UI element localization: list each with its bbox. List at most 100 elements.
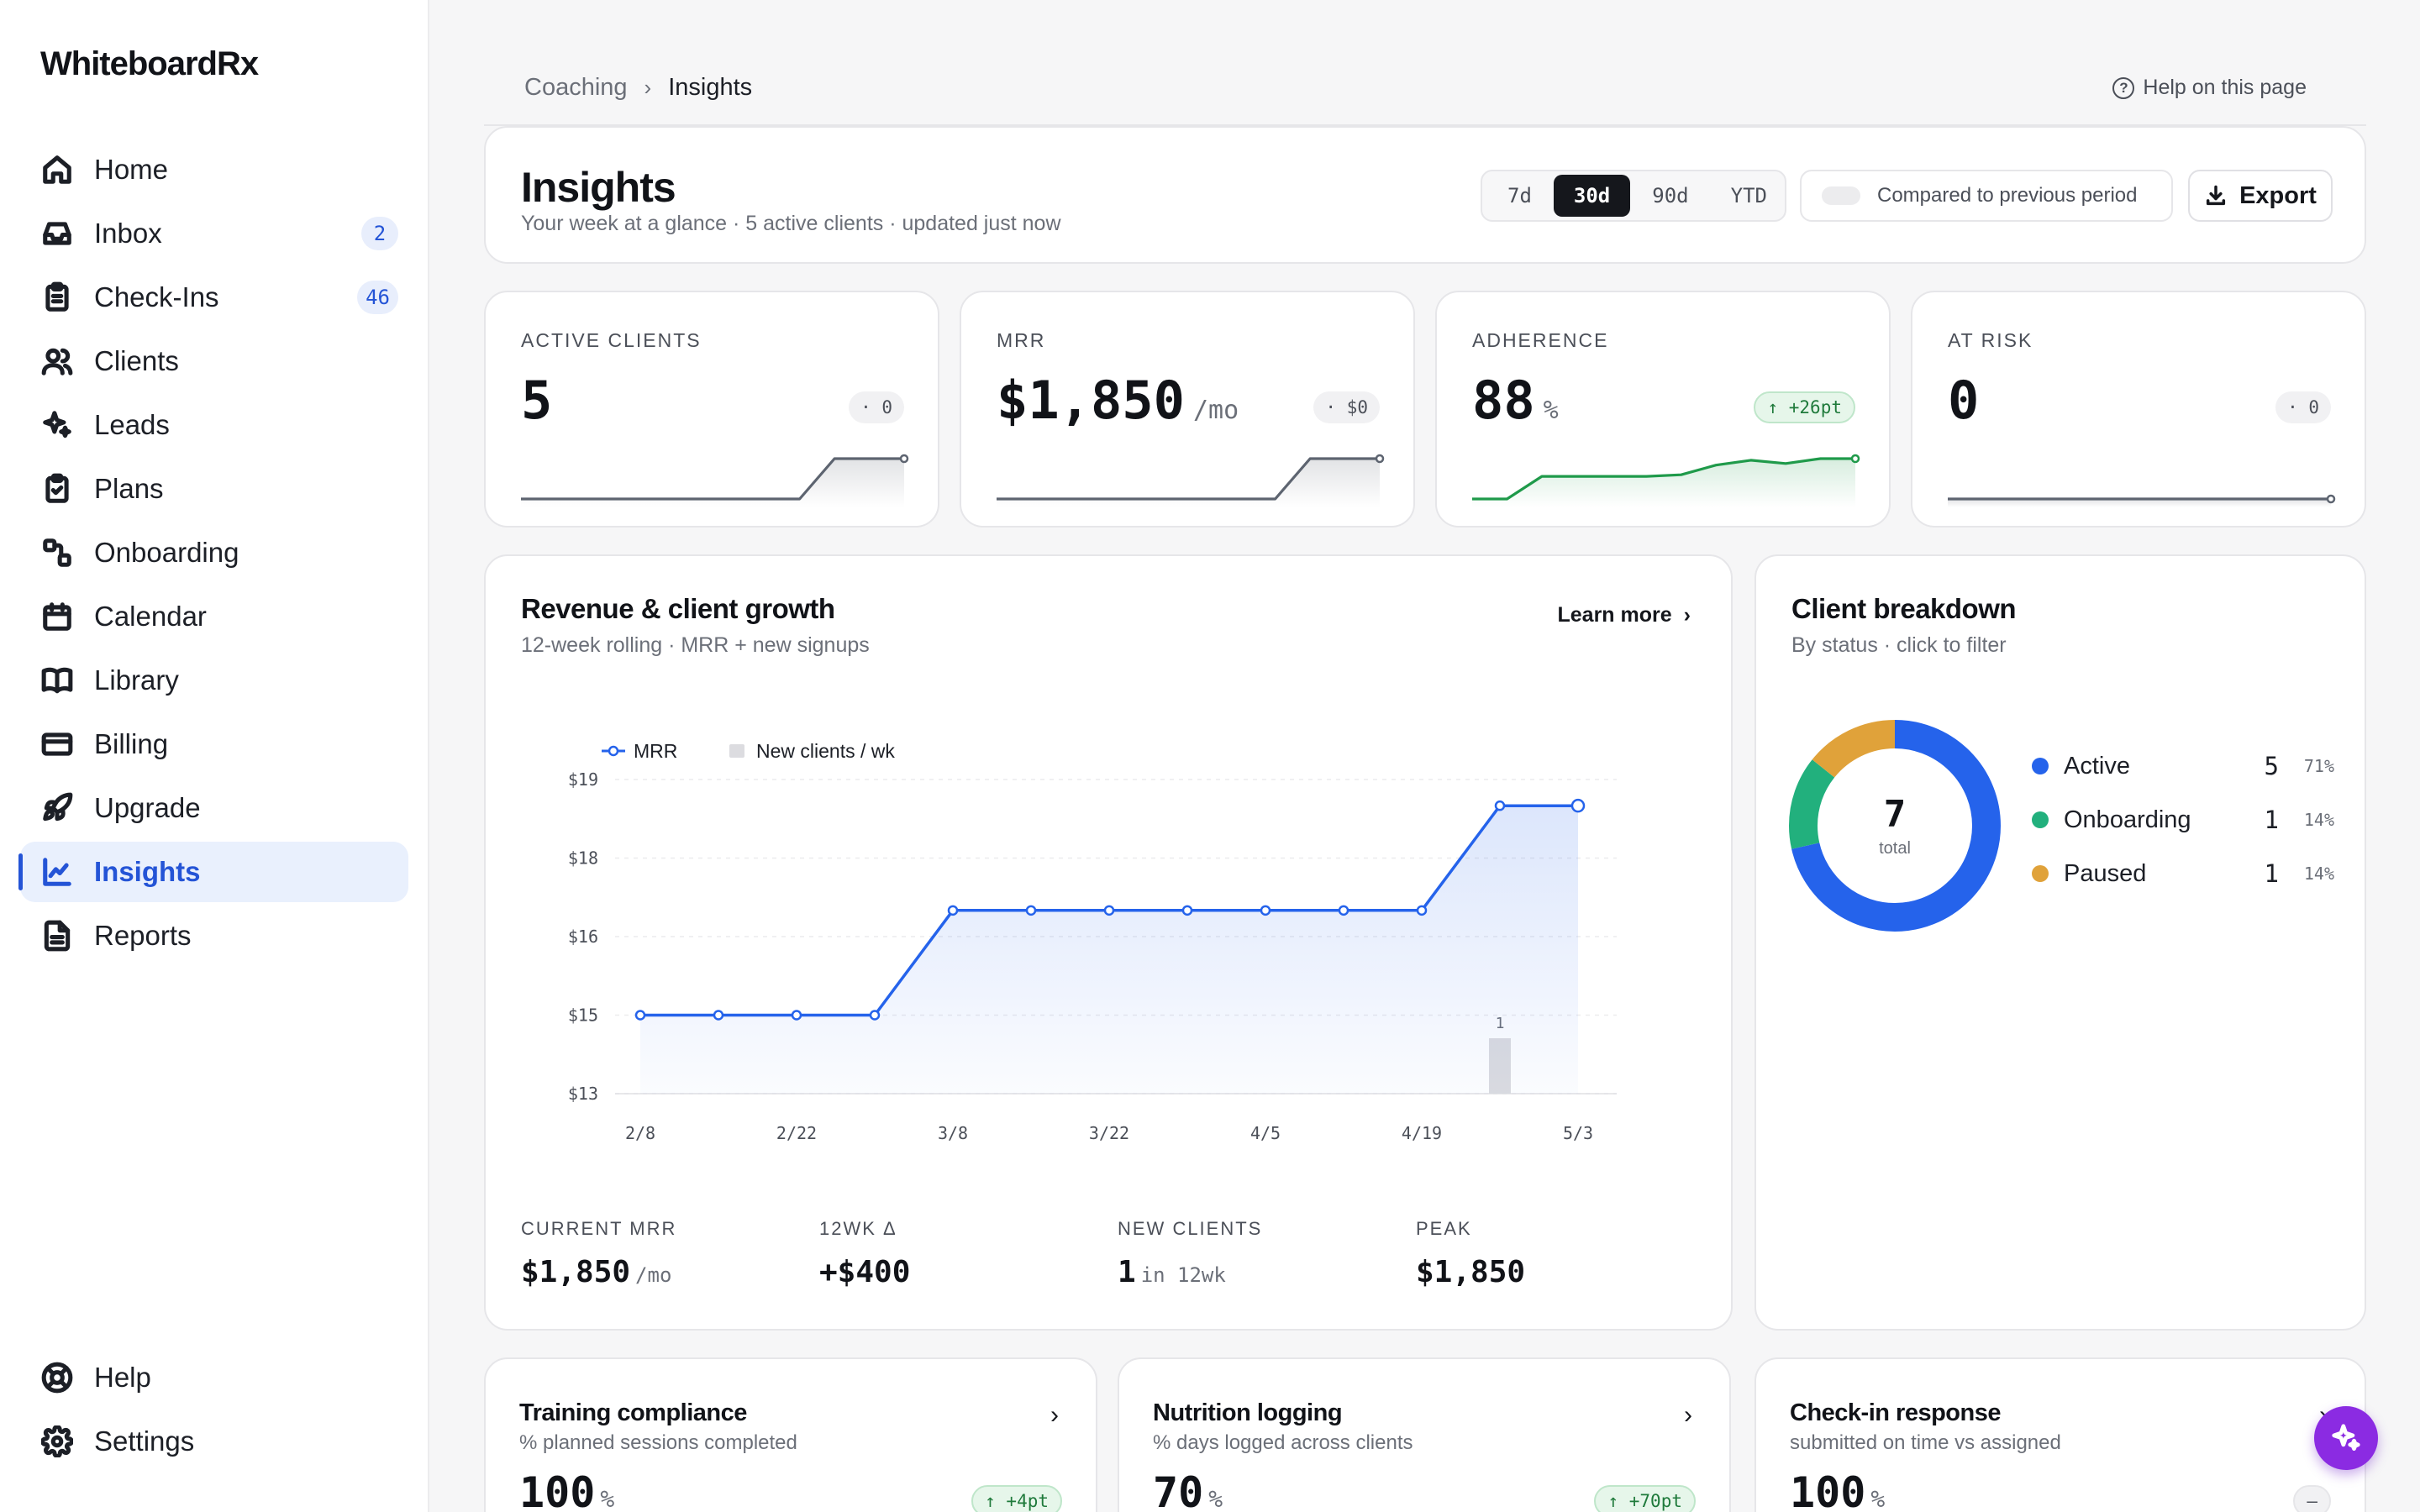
sidebar-item-check-ins[interactable]: Check-Ins 46 <box>20 267 408 328</box>
mrr-data-point[interactable] <box>713 1010 724 1021</box>
kpi-label: ADHERENCE <box>1472 329 1609 351</box>
export-label: Export <box>2239 181 2317 209</box>
sidebar-item-library[interactable]: Library <box>20 650 408 711</box>
mrr-data-point[interactable] <box>1025 905 1037 916</box>
y-tick-label: $18 <box>568 848 598 869</box>
app-logo[interactable]: WhiteboardRx <box>40 45 259 82</box>
compare-previous-toggle[interactable]: Compared to previous period <box>1800 170 2173 222</box>
sidebar-item-plans[interactable]: Plans <box>20 459 408 519</box>
chevron-right-icon: › <box>1683 603 1691 627</box>
sidebar-item-upgrade[interactable]: Upgrade <box>20 778 408 838</box>
mrr-data-point[interactable] <box>1570 798 1586 813</box>
metric-card-check-in-response[interactable]: Check-in response submitted on time vs as… <box>1754 1357 2366 1512</box>
x-tick-label: 4/5 <box>1250 1123 1281 1143</box>
stat-current-mrr: CURRENT MRR $1,850/mo <box>521 1218 819 1289</box>
chart-legend: MRR New clients / wk <box>602 740 895 762</box>
legend-item-onboarding[interactable]: Onboarding 1 14% <box>2032 793 2334 847</box>
mrr-data-point[interactable] <box>1103 905 1115 916</box>
kpi-delta-badge: ↑ +26pt <box>1754 391 1855 423</box>
legend-name: Paused <box>2064 859 2147 887</box>
mrr-data-point[interactable] <box>1181 905 1193 916</box>
revenue-card-subtitle: 12-week rolling · MRR + new signups <box>521 633 870 657</box>
sidebar-item-label: Settings <box>94 1425 195 1457</box>
chevron-right-icon[interactable]: › <box>1684 1401 1692 1429</box>
range-option-30d[interactable]: 30d <box>1553 175 1631 217</box>
metric-title: Training compliance <box>519 1399 747 1426</box>
sidebar-item-label: Plans <box>94 473 164 504</box>
kpi-card-mrr[interactable]: MRR $1,850/mo · $0 <box>960 291 1415 528</box>
learn-more-link[interactable]: Learn more › <box>1558 603 1691 627</box>
sparkline-line <box>997 457 1380 501</box>
mrr-data-point[interactable] <box>1338 905 1349 916</box>
breadcrumb-parent[interactable]: Coaching <box>524 74 628 101</box>
kpi-card-adherence[interactable]: ADHERENCE 88% ↑ +26pt <box>1435 291 1891 528</box>
metric-card-nutrition-logging[interactable]: Nutrition logging % days logged across cl… <box>1118 1357 1731 1512</box>
sidebar-item-calendar[interactable]: Calendar <box>20 586 408 647</box>
kpi-delta-badge: · 0 <box>849 391 904 423</box>
kpi-card-at-risk[interactable]: AT RISK 0 · 0 <box>1911 291 2366 528</box>
sidebar-item-inbox[interactable]: Inbox 2 <box>20 203 408 264</box>
breadcrumb-chevron-icon: › <box>644 75 652 100</box>
kpi-value-row: 5 <box>521 370 552 431</box>
stat-value-row: 1 in 12wk <box>1118 1255 1416 1289</box>
sidebar-item-help[interactable]: Help <box>20 1347 408 1408</box>
client-breakdown-card: Client breakdown By status · click to fi… <box>1754 554 2366 1331</box>
range-option-90d[interactable]: 90d <box>1652 184 1689 207</box>
sidebar-item-settings[interactable]: Settings <box>20 1411 408 1472</box>
toggle-switch[interactable] <box>1822 186 1860 205</box>
sidebar-item-home[interactable]: Home <box>20 139 408 200</box>
mrr-data-point[interactable] <box>1416 905 1428 916</box>
metric-value-row: 70% <box>1153 1468 1223 1512</box>
page-title: Insights <box>521 164 676 211</box>
mrr-data-point[interactable] <box>1260 905 1271 916</box>
sidebar-item-onboarding[interactable]: Onboarding <box>20 522 408 583</box>
donut-segment-onboarding[interactable] <box>1789 720 2001 932</box>
sidebar-item-leads[interactable]: Leads <box>20 395 408 455</box>
credit-card-icon <box>40 727 74 761</box>
sidebar-item-clients[interactable]: Clients <box>20 331 408 391</box>
metric-subtitle: % planned sessions completed <box>519 1431 797 1454</box>
status-donut[interactable]: 7 total <box>1788 719 2002 932</box>
stat-12wk-: 12WK Δ +$400 <box>819 1218 1118 1289</box>
export-button[interactable]: Export <box>2188 170 2333 222</box>
range-option-7d[interactable]: 7d <box>1507 184 1532 207</box>
stat-unit: /mo <box>635 1263 672 1287</box>
mrr-data-point[interactable] <box>791 1010 802 1021</box>
assistant-fab-button[interactable] <box>2314 1406 2378 1470</box>
legend-count: 1 <box>2264 806 2279 834</box>
file-text-icon <box>40 919 74 953</box>
legend-count: 5 <box>2264 752 2279 780</box>
kpi-card-active-clients[interactable]: ACTIVE CLIENTS 5 · 0 <box>484 291 939 528</box>
range-option-ytd[interactable]: YTD <box>1730 184 1767 207</box>
stat-value: $1,850 <box>521 1255 631 1289</box>
legend-dot <box>2032 865 2049 882</box>
sparkline-line <box>521 457 904 501</box>
sidebar-item-label: Insights <box>94 856 201 887</box>
donut-total-label: total <box>1879 839 1911 858</box>
mrr-data-point[interactable] <box>869 1010 881 1021</box>
kpi-value: $1,850 <box>997 370 1185 431</box>
stat-unit: in 12wk <box>1140 1263 1226 1287</box>
x-tick-label: 2/22 <box>776 1123 817 1143</box>
home-icon <box>40 153 74 186</box>
legend-item-active[interactable]: Active 5 71% <box>2032 739 2334 793</box>
legend-dot <box>2032 758 2049 774</box>
mrr-data-point[interactable] <box>634 1010 646 1021</box>
mrr-data-point[interactable] <box>947 905 959 916</box>
metric-card-training-compliance[interactable]: Training compliance % planned sessions co… <box>484 1357 1097 1512</box>
kpi-sparkline <box>521 454 909 507</box>
sidebar-item-insights[interactable]: Insights <box>18 842 408 902</box>
sparkline-area <box>521 459 904 507</box>
chevron-right-icon[interactable]: › <box>1050 1401 1059 1429</box>
sidebar-item-label: Inbox <box>94 218 162 249</box>
sidebar-item-reports[interactable]: Reports <box>20 906 408 966</box>
donut-segment-paused[interactable] <box>1789 720 2001 932</box>
sidebar-item-billing[interactable]: Billing <box>20 714 408 774</box>
legend-item-paused[interactable]: Paused 1 14% <box>2032 847 2334 900</box>
metric-subtitle: % days logged across clients <box>1153 1431 1413 1454</box>
help-on-page-link[interactable]: ? Help on this page <box>2112 76 2307 100</box>
sidebar-item-label: Calendar <box>94 601 207 632</box>
mrr-data-point[interactable] <box>1494 800 1506 811</box>
donut-chart[interactable] <box>1788 719 2002 932</box>
question-circle-icon: ? <box>2112 76 2135 99</box>
